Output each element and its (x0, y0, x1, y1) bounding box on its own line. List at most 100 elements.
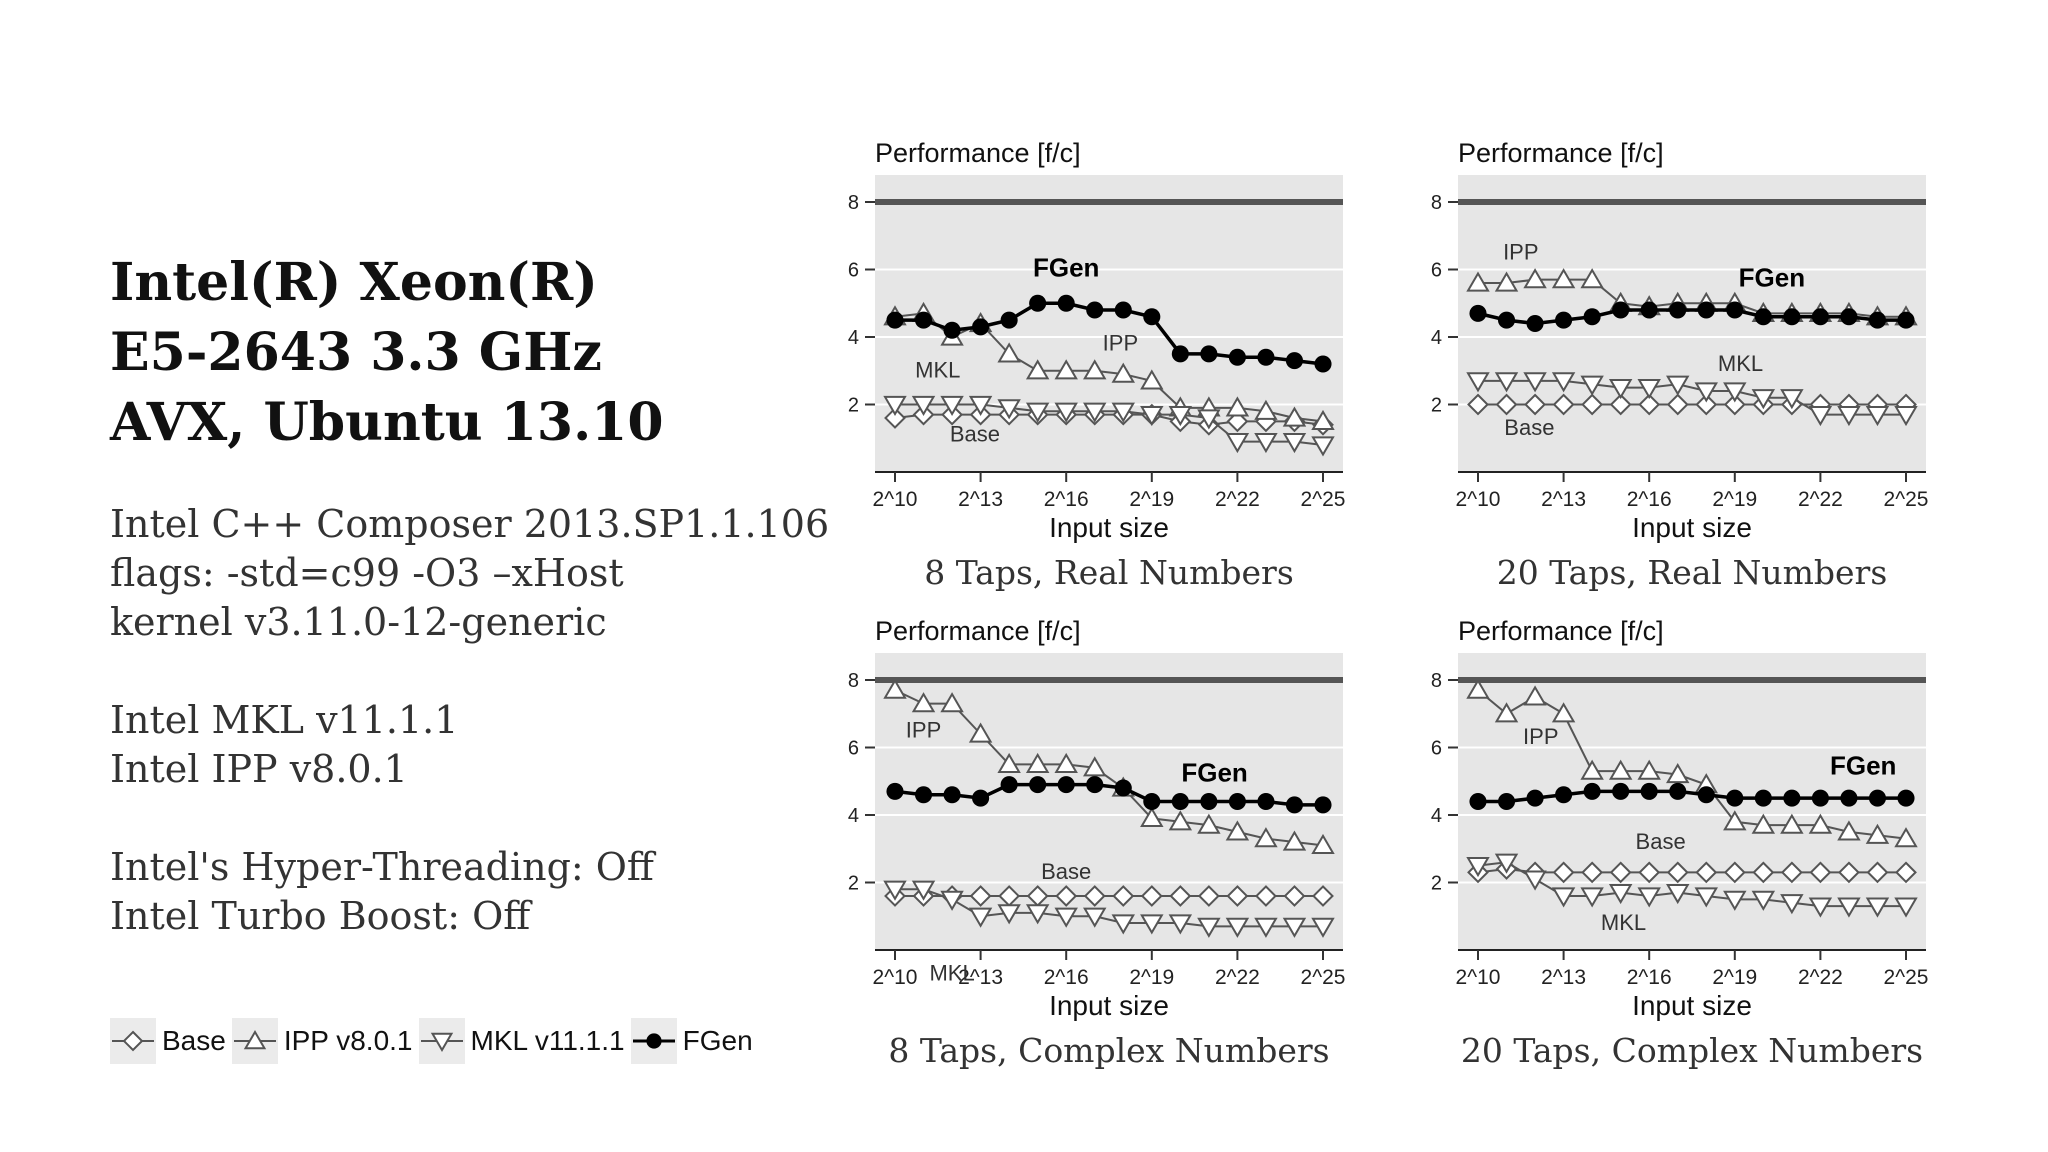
data-point-base (969, 885, 992, 907)
data-point-mkl (1780, 389, 1804, 410)
data-point-fgen (1840, 789, 1858, 807)
data-point-ipp (1054, 359, 1078, 380)
x-tick-label: 2^25 (1884, 966, 1929, 989)
data-point-base (1552, 861, 1575, 884)
diamond-marker-icon (110, 1018, 156, 1064)
data-point-fgen (1143, 792, 1161, 811)
series-fgen (886, 776, 1332, 814)
y-axis-label: Performance [f/c] (1458, 138, 1664, 168)
series-annotation: IPP (1523, 724, 1558, 749)
data-point-mkl (1637, 379, 1661, 400)
data-point-ipp (1551, 268, 1576, 289)
data-point-base (1752, 861, 1775, 884)
legend-label-base: Base (162, 1025, 226, 1056)
data-point-mkl (1551, 372, 1576, 393)
flags-text: flags: -std=c99 -O3 –xHost (110, 551, 624, 595)
data-point-fgen (1000, 776, 1018, 794)
y-tick-label: 6 (848, 738, 859, 760)
x-tick-label: 2^13 (1541, 966, 1586, 989)
chart-panel-2: 2 4 6 8 2^10 2^13 2^16 2^19 2^22 2^25 Performance … (1431, 138, 1929, 592)
data-point-fgen (1314, 796, 1332, 814)
data-point-mkl (1666, 884, 1690, 905)
series-annotation: Base (1636, 829, 1686, 854)
data-point-mkl (1282, 917, 1307, 938)
data-point-mkl (1694, 887, 1718, 908)
data-point-fgen (972, 318, 990, 336)
data-point-base (884, 407, 906, 429)
plot-area (875, 175, 1343, 472)
data-point-mkl (1111, 914, 1135, 935)
data-point-ipp (1523, 268, 1547, 289)
compiler-text: Intel C++ Composer 2013.SP1.1.106 (110, 502, 830, 546)
series-line-mkl (1478, 379, 1906, 416)
y-tick-label: 8 (1431, 670, 1442, 692)
x-tick-label: 2^16 (1627, 966, 1672, 989)
series-annotation: FGen (1033, 252, 1099, 282)
data-point-mkl (1282, 433, 1307, 454)
data-point-mkl (1025, 402, 1050, 423)
data-point-mkl (1580, 887, 1604, 908)
series-annotation: IPP (906, 717, 941, 742)
data-point-mkl (1551, 887, 1576, 908)
series-line-base (894, 413, 1324, 426)
series-fgen (1469, 301, 1915, 333)
chart-panel-4: 2 4 6 8 2^10 2^13 2^16 2^19 2^22 2^25 Performance … (1431, 616, 1929, 1070)
data-point-mkl (1837, 897, 1861, 918)
data-point-fgen (1469, 792, 1487, 811)
series-annotation: FGen (1830, 751, 1896, 781)
data-point-fgen (1497, 311, 1516, 329)
data-point-mkl (1608, 379, 1633, 400)
data-point-fgen (1200, 345, 1218, 363)
data-point-ipp (1054, 752, 1078, 773)
data-point-base (1609, 393, 1632, 416)
data-point-mkl (940, 890, 964, 911)
data-point-mkl (1254, 433, 1278, 454)
title-line-clock: E5-2643 3.3 GHz (110, 322, 602, 383)
chart-panel-3: 2 4 6 8 2^10 2^13 2^16 2^19 2^22 2^25 Performance … (848, 616, 1346, 1070)
data-point-fgen (886, 311, 904, 329)
series-annotation: Base (1504, 415, 1554, 440)
data-point-base (1609, 861, 1632, 884)
x-tick-label: 2^16 (1044, 488, 1089, 511)
data-point-fgen (1086, 776, 1104, 794)
series-line-mkl (1477, 861, 1906, 908)
series-ipp (1466, 678, 1918, 848)
data-point-base (1723, 393, 1746, 416)
triangle-down-marker-icon (418, 1018, 465, 1064)
data-point-mkl (1140, 406, 1164, 427)
legend-marker (122, 1030, 144, 1052)
chart-caption: 20 Taps, Real Numbers (1497, 553, 1888, 592)
data-point-mkl (1054, 402, 1078, 423)
x-tick-label: 2^22 (1215, 966, 1260, 989)
data-point-ipp (1808, 813, 1833, 834)
x-tick-label: 2^25 (1301, 488, 1346, 511)
data-point-mkl (1723, 382, 1747, 403)
data-point-mkl (1751, 389, 1776, 410)
data-point-fgen (1314, 355, 1332, 373)
data-point-fgen (943, 786, 961, 804)
data-point-ipp (1083, 756, 1107, 777)
data-point-mkl (1140, 914, 1164, 935)
data-point-fgen (1469, 304, 1487, 322)
x-tick-label: 2^22 (1798, 488, 1843, 511)
data-point-fgen (1897, 311, 1915, 329)
data-point-base (1638, 861, 1661, 884)
data-point-mkl (1808, 406, 1833, 427)
series-base (1467, 858, 1917, 884)
data-point-ipp (1466, 271, 1490, 292)
data-point-ipp (1254, 399, 1278, 420)
chart-caption: 20 Taps, Complex Numbers (1461, 1031, 1923, 1070)
series-annotation: MKL (1718, 351, 1763, 376)
data-point-mkl (968, 907, 993, 928)
y-tick-label: 8 (848, 670, 859, 692)
data-point-mkl (940, 395, 964, 416)
data-point-ipp (1723, 810, 1747, 831)
series-line-mkl (895, 403, 1324, 446)
data-point-mkl (1865, 406, 1890, 427)
data-point-mkl (1608, 884, 1633, 905)
data-point-fgen (1754, 789, 1772, 807)
data-point-base (1055, 885, 1078, 907)
data-point-fgen (1057, 776, 1075, 794)
data-point-fgen (1840, 308, 1858, 326)
data-point-fgen (1057, 294, 1075, 312)
